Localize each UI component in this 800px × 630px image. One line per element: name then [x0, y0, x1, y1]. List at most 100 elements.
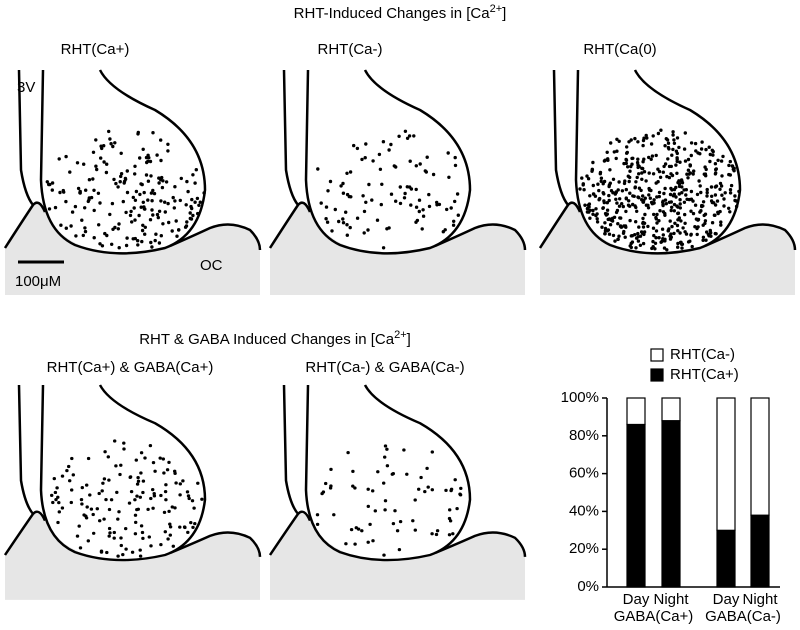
- cell-dot: [149, 240, 153, 245]
- cell-dot: [116, 185, 120, 189]
- cell-dot: [637, 186, 642, 190]
- cell-dot: [599, 179, 603, 183]
- cell-dot: [634, 236, 639, 240]
- cell-dot: [661, 170, 665, 174]
- bar-segment: [750, 514, 770, 588]
- cell-dot: [181, 479, 185, 483]
- cell-dot: [188, 211, 192, 215]
- cell-dot: [720, 193, 724, 197]
- cell-dot: [620, 189, 625, 193]
- cell-dot: [152, 494, 157, 498]
- cell-dot: [644, 179, 648, 183]
- cell-dot: [654, 217, 658, 221]
- cell-dot: [657, 219, 661, 223]
- cell-dot: [57, 510, 61, 514]
- cell-dot: [608, 168, 612, 172]
- cell-dot: [615, 208, 620, 213]
- panels: [3, 68, 797, 602]
- cell-dot: [679, 219, 683, 223]
- cell-dot: [597, 198, 601, 202]
- cell-dot: [185, 220, 189, 224]
- cell-dot: [349, 527, 354, 532]
- cell-dot: [671, 133, 675, 137]
- cell-dot: [610, 216, 615, 220]
- cell-dot: [138, 495, 142, 499]
- cell-dot: [111, 227, 115, 231]
- cell-dot: [700, 140, 704, 144]
- cell-dot: [718, 187, 722, 191]
- cell-dot: [661, 237, 665, 241]
- cell-dot: [418, 162, 422, 166]
- cell-dot: [142, 190, 146, 195]
- cell-dot: [147, 156, 151, 160]
- cell-dot: [606, 217, 610, 222]
- cell-dot: [591, 160, 595, 165]
- cell-dot: [710, 200, 714, 205]
- cell-dot: [627, 199, 631, 203]
- cell-dot: [110, 201, 115, 206]
- cell-dot: [370, 198, 374, 202]
- cell-dot: [83, 206, 87, 210]
- cell-dot: [666, 229, 670, 233]
- cell-dot: [701, 238, 705, 242]
- cell-dot: [626, 165, 630, 169]
- scn-panel: [3, 383, 262, 602]
- cell-dot: [696, 218, 700, 222]
- cell-dot: [166, 201, 170, 206]
- cell-dot: [595, 212, 599, 216]
- cell-dot: [124, 547, 128, 551]
- cell-dot: [677, 182, 682, 186]
- cell-dot: [175, 234, 179, 238]
- cell-dot: [76, 186, 81, 191]
- cell-dot: [688, 239, 692, 243]
- cell-dot: [133, 236, 137, 241]
- cell-dot: [622, 181, 627, 186]
- cell-dot: [163, 200, 167, 204]
- cell-dot: [315, 513, 320, 517]
- cell-dot: [87, 178, 92, 182]
- cell-dot: [713, 162, 718, 166]
- cell-dot: [143, 225, 147, 229]
- cell-dot: [136, 130, 140, 135]
- panel-label: RHT(Ca-): [318, 41, 383, 58]
- cell-dot: [447, 175, 451, 179]
- cell-dot: [60, 506, 65, 510]
- scn-panel: [268, 383, 527, 602]
- cell-dot: [624, 197, 628, 201]
- cell-dot: [185, 490, 190, 494]
- cell-dot: [186, 189, 190, 194]
- cell-dot: [108, 212, 112, 217]
- cell-dot: [721, 154, 725, 159]
- cell-dot: [161, 179, 165, 183]
- cell-dot: [115, 490, 119, 494]
- cell-dot: [110, 242, 114, 246]
- cell-dot: [341, 221, 346, 225]
- cell-dot: [366, 487, 370, 491]
- cell-dot: [122, 447, 126, 451]
- cell-dot: [107, 129, 111, 134]
- cell-dot: [689, 189, 694, 194]
- cell-dot: [704, 147, 708, 152]
- cell-dot: [654, 229, 659, 233]
- cell-dot: [414, 164, 418, 168]
- cell-dot: [140, 182, 144, 187]
- cell-dot: [676, 241, 680, 246]
- cell-dot: [627, 179, 631, 184]
- cell-dot: [713, 193, 718, 197]
- cell-dot: [636, 195, 640, 199]
- scn-outline: [538, 68, 797, 297]
- cell-dot: [57, 501, 61, 505]
- cell-dot: [657, 194, 661, 199]
- cell-dot: [447, 516, 452, 521]
- cell-dot: [394, 165, 398, 169]
- cell-dot: [150, 245, 154, 249]
- cell-dot: [664, 137, 668, 141]
- cell-dot: [324, 217, 328, 221]
- cell-dot: [446, 151, 450, 155]
- cell-dot: [150, 208, 154, 212]
- cell-dot: [162, 510, 167, 515]
- cell-dot: [114, 181, 118, 186]
- cell-dot: [182, 525, 187, 529]
- cell-dot: [157, 209, 162, 213]
- cell-dot: [676, 229, 680, 233]
